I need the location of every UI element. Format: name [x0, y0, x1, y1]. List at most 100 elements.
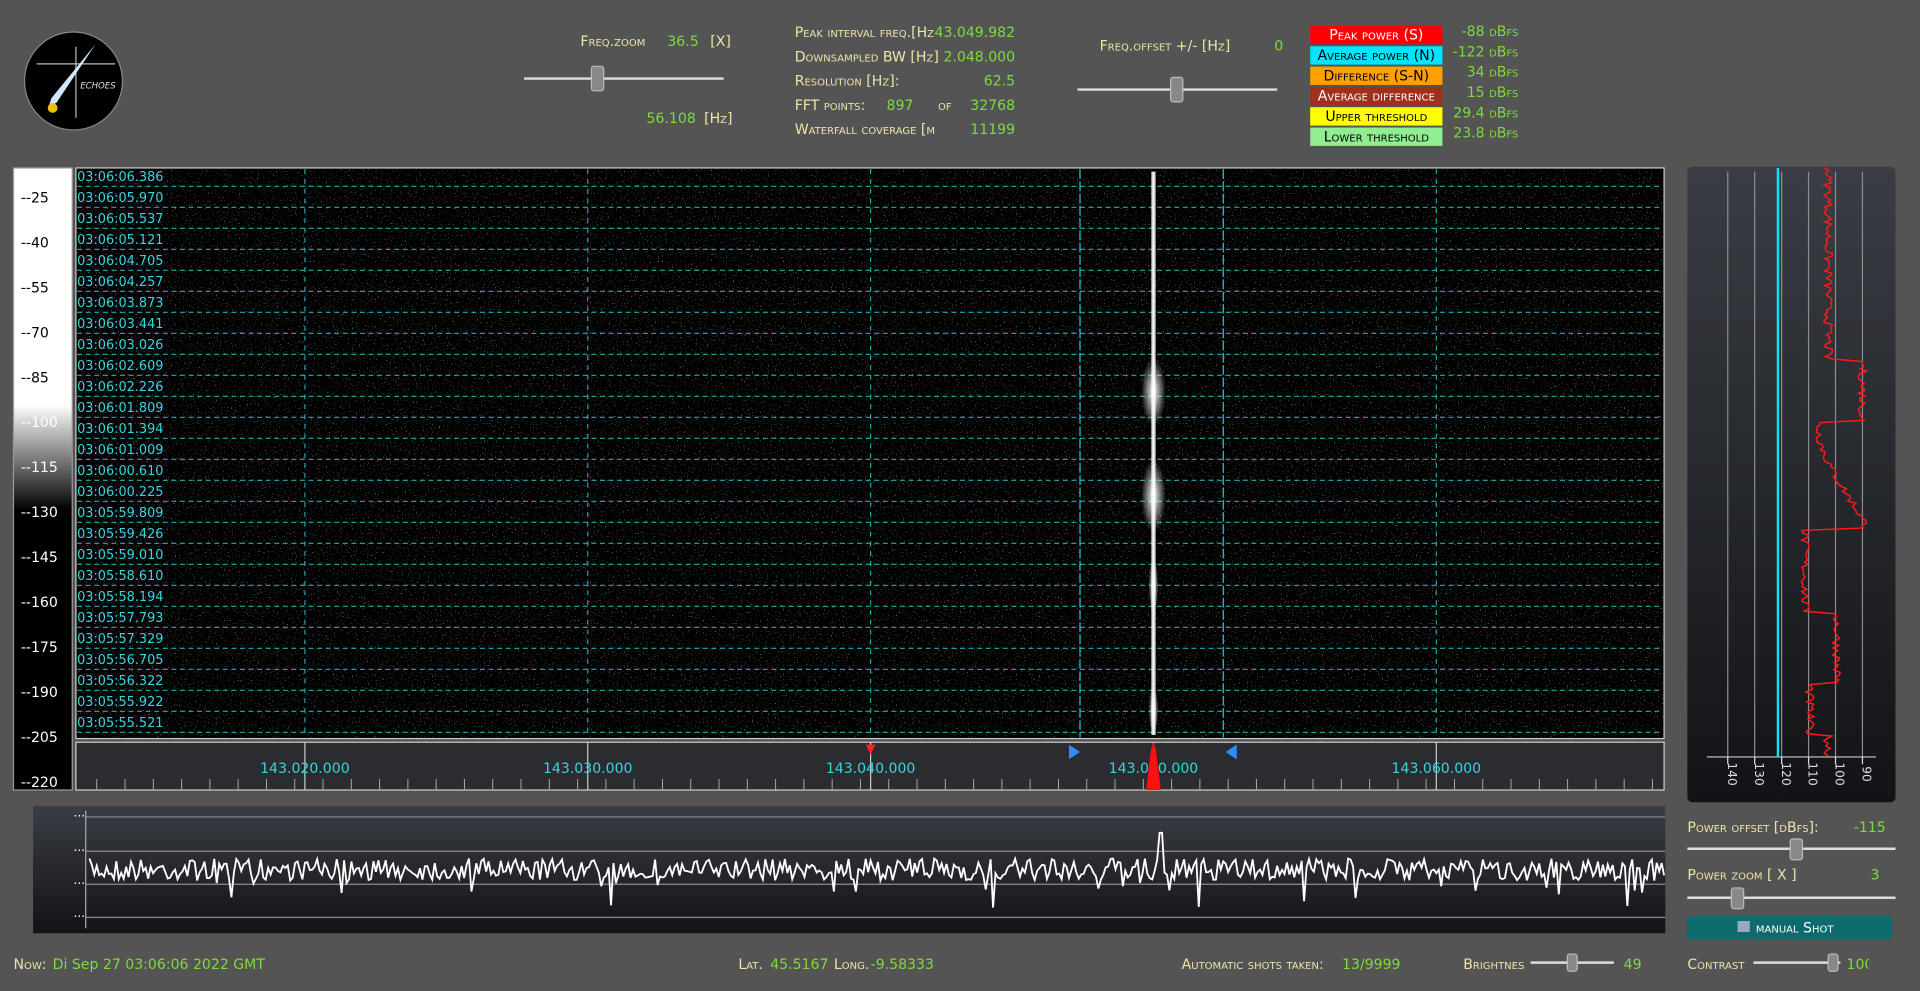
- power-label: 140: [1725, 762, 1739, 785]
- brightness-value: 49: [1624, 957, 1642, 973]
- timestamp: 03:05:59.809: [77, 506, 163, 521]
- legend-name: Lower threshold: [1324, 129, 1430, 145]
- spectrum: ............: [73, 806, 1666, 929]
- scale-label: --100: [21, 415, 58, 431]
- timestamp: 03:06:03.873: [77, 296, 163, 311]
- power-zoom-value: 3: [1871, 868, 1880, 884]
- scale-label: --115: [21, 460, 58, 476]
- freq-label: 143.040.000: [826, 761, 916, 777]
- timestamp: 03:06:01.009: [77, 443, 163, 458]
- power-offset-label: Power offset [dBfs]:: [1687, 820, 1818, 836]
- timestamp: 03:05:58.194: [77, 590, 163, 605]
- power-label: 130: [1752, 762, 1766, 785]
- legend-swatch: [1310, 46, 1443, 65]
- freq-zoom-slider[interactable]: [590, 65, 605, 92]
- spectrum-label: ...: [73, 906, 85, 920]
- legend-name: Upper threshold: [1325, 109, 1427, 125]
- info-label: FFT points:: [795, 98, 866, 114]
- legend-name: Peak power (S): [1329, 28, 1423, 44]
- info-value: 897: [887, 98, 914, 114]
- power-offset-slider[interactable]: [1789, 838, 1804, 861]
- timestamp: 03:06:02.609: [77, 359, 163, 374]
- waterfall: 03:06:06.386 03:06:05.970 03:06:05.537 03:0…: [75, 167, 1665, 740]
- freq-zoom-label: Freq.zoom: [580, 34, 645, 50]
- legend-swatch: [1310, 127, 1443, 146]
- freq-zoom-unit: [X]: [710, 34, 731, 50]
- timestamp: 03:06:05.970: [77, 191, 163, 206]
- brightness-slider[interactable]: [1566, 953, 1578, 972]
- timestamp: 03:06:04.257: [77, 275, 163, 290]
- logo: ECHOES: [23, 31, 124, 131]
- timestamp: 03:06:03.441: [77, 317, 163, 332]
- info-panel: Peak interval freq.[Hz 43.049.982 Downsamp…: [795, 25, 1015, 138]
- freq-label: 143.020.000: [260, 761, 350, 777]
- timestamp: 03:05:57.329: [77, 632, 163, 647]
- scale-label: --220: [21, 775, 58, 791]
- spectrum-label: ...: [73, 873, 85, 887]
- shots-label: Automatic shots taken:: [1182, 957, 1324, 973]
- logo-text: ECHOES: [80, 81, 116, 91]
- legend: Peak power (S) -88 dBfs Average power (N) -…: [1310, 24, 1518, 146]
- button-icon: [1737, 921, 1750, 933]
- freq-offset-slider[interactable]: [1170, 76, 1184, 103]
- scale-label: --145: [21, 550, 58, 566]
- brightness-label: Brightnes: [1463, 957, 1524, 973]
- color-scale-labels: --25 --40 --55 --70 --85 --100 --115 --130 --145…: [21, 191, 58, 791]
- scale-label: --130: [21, 505, 58, 521]
- scale-label: --55: [21, 280, 49, 296]
- legend-swatch: [1310, 66, 1443, 85]
- button-label[interactable]: manual Shot: [1756, 920, 1834, 936]
- timestamp: 03:05:55.922: [77, 695, 163, 710]
- legend-value: -122 dBfs: [1453, 44, 1519, 60]
- contrast-label: Contrast: [1687, 957, 1745, 973]
- lower-bound-marker: [1068, 744, 1080, 760]
- timestamp: 03:05:58.610: [77, 569, 163, 584]
- upper-bound-marker: [1225, 744, 1237, 760]
- legend-name: Difference (S-N): [1323, 68, 1429, 84]
- power-zoom-slider[interactable]: [1730, 887, 1745, 910]
- peak-indicator: [1146, 742, 1161, 790]
- timestamp: 03:06:03.026: [77, 338, 163, 353]
- info-label: Peak interval freq.[Hz: [795, 25, 934, 41]
- contrast-slider[interactable]: [1827, 953, 1839, 972]
- legend-value: 29.4 dBfs: [1453, 105, 1518, 121]
- timestamp: 03:06:00.225: [77, 485, 163, 500]
- shots-value: 13/9999: [1342, 957, 1401, 973]
- freq-label: 143.060.000: [1392, 761, 1482, 777]
- legend-value: 23.8 dBfs: [1453, 126, 1518, 142]
- timestamp: 03:05:55.521: [77, 716, 163, 731]
- timestamp: 03:05:59.426: [77, 527, 163, 542]
- lat-value: 45.5167: [770, 957, 828, 973]
- power-graph: 140 130 120 110 100 90: [1706, 167, 1876, 786]
- manual-shot-button[interactable]: manual Shot: [1687, 916, 1892, 940]
- scale-label: --85: [21, 370, 49, 386]
- timestamp: 03:06:01.394: [77, 422, 163, 437]
- scale-label: --160: [21, 595, 58, 611]
- legend-swatch: [1310, 25, 1443, 45]
- scale-label: --25: [21, 191, 49, 207]
- freq-offset-label: Freq.offset +/- [Hz]: [1100, 39, 1231, 55]
- timestamp: 03:06:02.226: [77, 380, 163, 395]
- info-label: Waterfall coverage [m: [795, 122, 935, 138]
- peak-marker: [865, 744, 876, 755]
- legend-swatch: [1310, 86, 1443, 106]
- scale-label: --190: [21, 685, 58, 701]
- info-label: Downsampled BW [Hz]: [795, 50, 939, 66]
- lat-label: Lat.: [738, 957, 763, 973]
- info-label: Resolution [Hz]:: [795, 74, 900, 90]
- spectrum-label: ...: [73, 840, 85, 854]
- timestamp: 03:06:04.705: [77, 254, 163, 269]
- timestamp: 03:06:05.121: [77, 233, 163, 248]
- info-value: 43.049.982: [934, 25, 1015, 41]
- legend-swatch: [1310, 107, 1443, 126]
- now-value: Di Sep 27 03:06:06 2022 GMT: [53, 957, 266, 973]
- long-value: -9.58333: [871, 957, 934, 973]
- power-label: 110: [1806, 762, 1820, 785]
- power-zoom-label: Power zoom [ X ]: [1687, 868, 1796, 884]
- timestamp: 03:06:06.386: [77, 170, 163, 185]
- timestamp: 03:05:57.793: [77, 611, 163, 626]
- info-total: 32768: [970, 98, 1015, 114]
- power-offset-value: -115: [1854, 820, 1886, 836]
- freq-label: 143.030.000: [543, 761, 633, 777]
